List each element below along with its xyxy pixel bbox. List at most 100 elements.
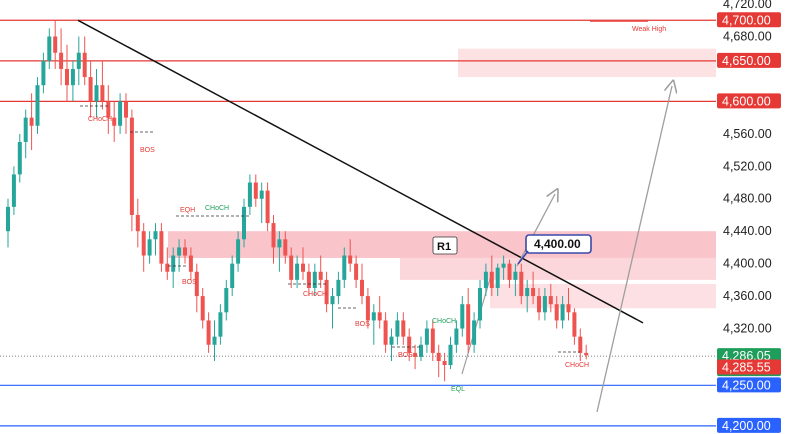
candle-0 bbox=[6, 198, 10, 248]
candle-46 bbox=[277, 231, 282, 272]
candle-98 bbox=[584, 344, 589, 360]
trendline-layer bbox=[77, 19, 672, 413]
candle-78 bbox=[466, 287, 471, 353]
projection-arrow-short bbox=[516, 194, 555, 267]
price-badge-0: 4,700.00 bbox=[717, 12, 781, 27]
candle-80 bbox=[478, 279, 482, 329]
candle-41 bbox=[247, 174, 252, 215]
candle-68 bbox=[407, 328, 412, 361]
candle-62 bbox=[371, 304, 376, 345]
annotation-2: EQH bbox=[180, 207, 195, 214]
y-tick-label: 4,320.00 bbox=[723, 322, 772, 336]
zone-label-r1: R1 bbox=[432, 236, 458, 255]
svg-text:4,650.00: 4,650.00 bbox=[722, 54, 771, 68]
candle-93 bbox=[554, 296, 559, 329]
candle-81 bbox=[483, 263, 488, 297]
candle-1 bbox=[11, 166, 16, 215]
candle-54 bbox=[324, 271, 329, 313]
candle-65 bbox=[389, 328, 394, 361]
candle-20 bbox=[124, 93, 128, 134]
price-badges: 4,700.004,650.004,600.004,286.0503:20:41… bbox=[717, 12, 781, 433]
price-badge-4: 4,285.55 bbox=[717, 359, 781, 375]
candle-40 bbox=[242, 198, 246, 248]
candle-44 bbox=[265, 182, 270, 232]
candle-52 bbox=[312, 263, 317, 297]
candle-8 bbox=[53, 20, 58, 69]
candle-7 bbox=[47, 28, 52, 69]
candle-23 bbox=[141, 223, 146, 272]
y-tick-label: 4,720.00 bbox=[723, 0, 772, 11]
candle-6 bbox=[41, 52, 46, 94]
zone-3 bbox=[490, 283, 716, 309]
candle-48 bbox=[289, 247, 294, 288]
candle-96 bbox=[572, 308, 577, 345]
candle-31 bbox=[188, 247, 193, 280]
candle-43 bbox=[259, 182, 264, 224]
candle-67 bbox=[401, 312, 406, 345]
svg-text:4,400.00: 4,400.00 bbox=[534, 237, 581, 251]
candles-layer bbox=[6, 20, 589, 382]
annotation-7: BOS bbox=[398, 352, 413, 359]
projection-arrow-long bbox=[596, 86, 672, 413]
candle-55 bbox=[330, 287, 335, 329]
candle-42 bbox=[253, 174, 258, 207]
candle-39 bbox=[236, 231, 241, 272]
annotation-10: CHoCH bbox=[565, 362, 589, 369]
candle-74 bbox=[442, 352, 447, 382]
candle-11 bbox=[70, 60, 75, 102]
annotation-0: CHoCH bbox=[88, 116, 112, 123]
candle-4 bbox=[29, 93, 34, 151]
candle-53 bbox=[318, 255, 323, 288]
candle-38 bbox=[230, 255, 235, 297]
candle-75 bbox=[448, 336, 453, 370]
annotation-1: BOS bbox=[140, 147, 155, 154]
candle-71 bbox=[424, 320, 429, 353]
zone-2 bbox=[400, 257, 716, 280]
candle-26 bbox=[159, 223, 164, 272]
candle-83 bbox=[495, 263, 500, 297]
candle-19 bbox=[118, 93, 123, 134]
candle-47 bbox=[283, 231, 288, 264]
candle-5 bbox=[35, 77, 40, 134]
y-tick-label: 4,440.00 bbox=[723, 224, 772, 238]
candle-61 bbox=[365, 287, 370, 329]
annotation-5: CHoCH bbox=[303, 291, 327, 298]
svg-text:4,700.00: 4,700.00 bbox=[722, 13, 771, 27]
price-badge-1: 4,650.00 bbox=[717, 52, 781, 68]
candle-18 bbox=[112, 101, 117, 142]
y-tick-label: 4,560.00 bbox=[723, 127, 772, 141]
candle-12 bbox=[76, 36, 81, 86]
candle-58 bbox=[348, 239, 353, 272]
candle-79 bbox=[472, 312, 477, 353]
zone-0 bbox=[458, 48, 716, 78]
candle-73 bbox=[436, 344, 441, 378]
candle-37 bbox=[224, 279, 229, 321]
price-callout: 4,400.00 bbox=[517, 234, 592, 265]
candle-9 bbox=[59, 28, 64, 86]
annotation-11: Weak High bbox=[632, 26, 666, 33]
candle-21 bbox=[129, 109, 134, 232]
trendline bbox=[77, 19, 644, 324]
candle-57 bbox=[342, 247, 347, 288]
candle-27 bbox=[165, 247, 170, 280]
price-axis: 4,320.00 4,360.00 4,400.00 4,440.00 4,480.00… bbox=[723, 0, 772, 336]
candle-32 bbox=[194, 263, 199, 313]
y-tick-label: 4,400.00 bbox=[723, 257, 772, 271]
candle-49 bbox=[295, 255, 300, 288]
candle-50 bbox=[301, 247, 305, 280]
candle-30 bbox=[183, 239, 187, 264]
candle-22 bbox=[135, 198, 140, 248]
candle-17 bbox=[106, 85, 111, 134]
svg-text:R1: R1 bbox=[437, 241, 451, 253]
candle-64 bbox=[383, 312, 388, 353]
candle-56 bbox=[336, 271, 341, 305]
y-tick-label: 4,520.00 bbox=[723, 159, 772, 173]
price-badge-6: 4,200.00 bbox=[717, 417, 781, 433]
candle-51 bbox=[306, 263, 311, 297]
candle-3 bbox=[23, 109, 28, 159]
annotation-9: EQL bbox=[451, 386, 465, 393]
candle-84 bbox=[501, 255, 506, 280]
candle-45 bbox=[271, 214, 276, 264]
candle-89 bbox=[531, 271, 536, 305]
